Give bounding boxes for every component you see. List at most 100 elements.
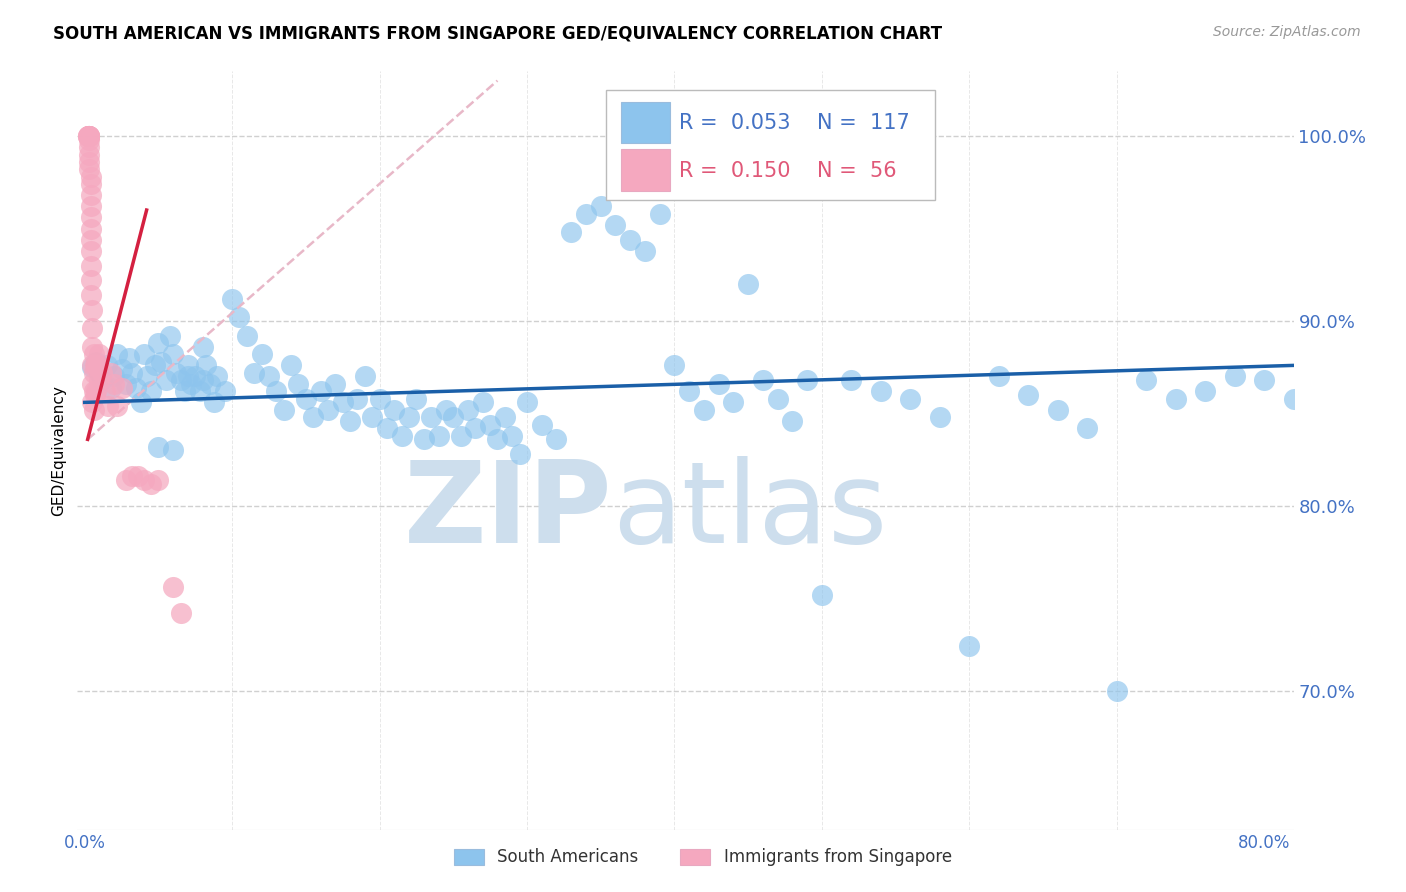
Point: [398, 410, 420, 425]
Point: [77, 129, 100, 144]
Point: [619, 233, 641, 247]
Point: [752, 373, 775, 387]
Point: [110, 381, 132, 395]
Point: [928, 410, 950, 425]
Point: [987, 369, 1010, 384]
Text: SOUTH AMERICAN VS IMMIGRANTS FROM SINGAPORE GED/EQUIVALENCY CORRELATION CHART: SOUTH AMERICAN VS IMMIGRANTS FROM SINGAP…: [53, 25, 942, 43]
Point: [162, 347, 184, 361]
Text: R =  0.053    N =  117: R = 0.053 N = 117: [679, 113, 910, 133]
Point: [121, 469, 143, 483]
Point: [97, 399, 120, 413]
Point: [174, 384, 197, 399]
Point: [86, 384, 108, 399]
Point: [103, 376, 125, 391]
Point: [766, 392, 789, 406]
Point: [184, 369, 207, 384]
Point: [165, 366, 187, 380]
Point: [135, 369, 157, 384]
Point: [332, 395, 354, 409]
Point: [76, 129, 98, 144]
Point: [287, 376, 309, 391]
Point: [83, 384, 105, 399]
Point: [79, 188, 101, 202]
Point: [77, 129, 100, 144]
Point: [83, 402, 105, 417]
Point: [1046, 402, 1069, 417]
Point: [309, 384, 332, 399]
Point: [84, 388, 107, 402]
Point: [110, 362, 132, 376]
Point: [368, 392, 391, 406]
Point: [169, 373, 191, 387]
Point: [723, 395, 745, 409]
Point: [76, 129, 98, 144]
Point: [79, 221, 101, 235]
Point: [79, 169, 101, 184]
Point: [83, 347, 105, 361]
Point: [132, 347, 155, 361]
Point: [91, 366, 114, 380]
Point: [77, 147, 100, 161]
Point: [214, 384, 236, 399]
Point: [634, 244, 657, 258]
Point: [412, 433, 434, 447]
Point: [605, 218, 627, 232]
Point: [80, 359, 103, 373]
Y-axis label: GED/Equivalency: GED/Equivalency: [51, 385, 66, 516]
Point: [560, 225, 582, 239]
Point: [678, 384, 700, 399]
Point: [243, 366, 266, 380]
Point: [155, 373, 177, 387]
Point: [1223, 369, 1246, 384]
Point: [479, 417, 502, 432]
Point: [100, 366, 122, 380]
Point: [796, 373, 818, 387]
Point: [79, 244, 101, 258]
Point: [121, 366, 143, 380]
Point: [198, 376, 221, 391]
FancyBboxPatch shape: [606, 90, 935, 201]
Point: [86, 359, 108, 373]
Point: [782, 414, 804, 428]
Point: [1017, 388, 1039, 402]
Point: [84, 359, 107, 373]
Point: [162, 443, 184, 458]
Point: [353, 369, 375, 384]
Point: [139, 384, 162, 399]
Point: [77, 133, 100, 147]
Point: [1164, 392, 1187, 406]
Point: [346, 392, 368, 406]
Point: [77, 155, 100, 169]
Point: [1253, 373, 1275, 387]
Point: [177, 359, 200, 373]
Point: [1105, 684, 1128, 698]
Point: [80, 340, 103, 354]
Point: [693, 402, 716, 417]
Point: [207, 369, 229, 384]
Point: [339, 414, 361, 428]
Point: [737, 277, 759, 291]
Bar: [621, 102, 669, 144]
Text: ZIP: ZIP: [404, 456, 613, 566]
Point: [79, 211, 101, 225]
Point: [129, 395, 152, 409]
Point: [1076, 421, 1098, 435]
Point: [1282, 392, 1305, 406]
Point: [707, 376, 730, 391]
Point: [589, 199, 612, 213]
Point: [228, 310, 250, 325]
Point: [94, 384, 117, 399]
Point: [516, 395, 538, 409]
Point: [77, 129, 100, 144]
Point: [180, 376, 202, 391]
Point: [280, 359, 302, 373]
Point: [295, 392, 318, 406]
Point: [382, 402, 405, 417]
Point: [125, 381, 148, 395]
Point: [105, 347, 128, 361]
Point: [103, 369, 125, 384]
Point: [79, 273, 101, 287]
Point: [115, 376, 138, 391]
Point: [191, 340, 214, 354]
Point: [441, 410, 464, 425]
